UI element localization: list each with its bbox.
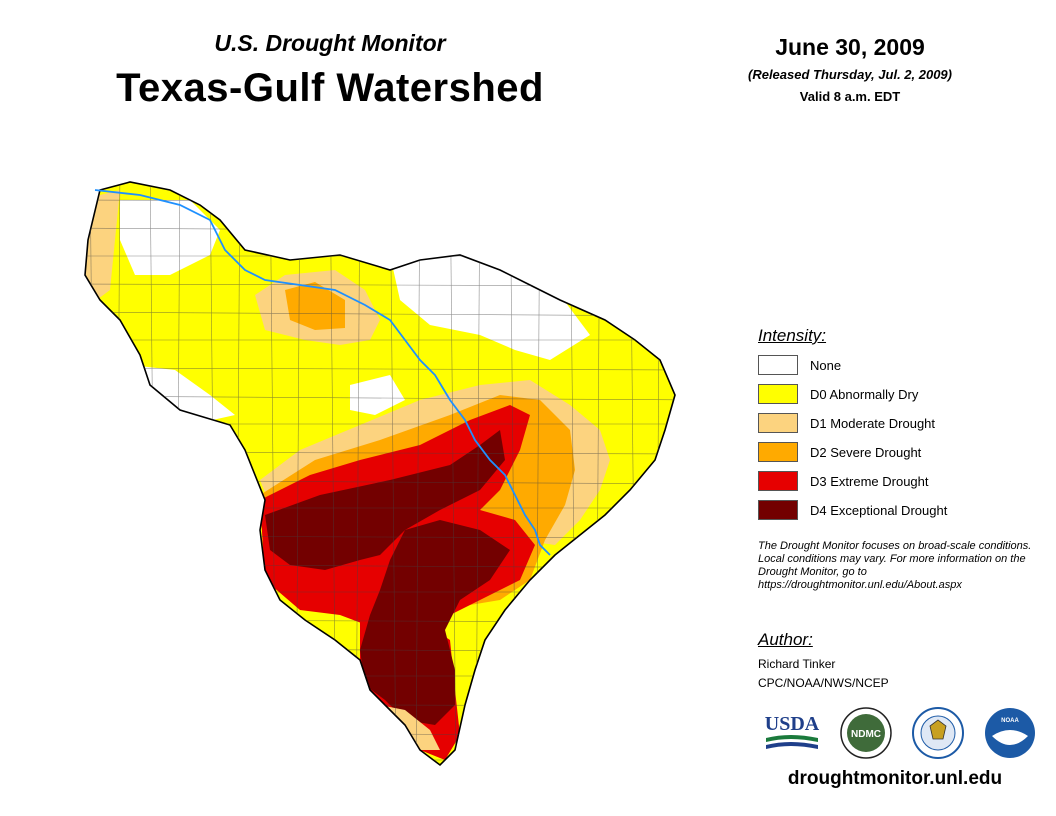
drought-monitor-note: The Drought Monitor focuses on broad-sca…	[758, 540, 1032, 591]
legend-swatch-d1	[758, 413, 798, 433]
county-line	[85, 367, 675, 371]
noaa-bird-icon	[992, 730, 1028, 745]
region-none-southwest	[130, 365, 235, 425]
map-title: Texas-Gulf Watershed	[116, 66, 544, 110]
author-title: Author:	[758, 630, 813, 649]
legend-label-d0: D0 Abnormally Dry	[810, 386, 919, 402]
basin-outline	[84, 181, 676, 767]
drought-map	[84, 160, 696, 780]
usda-wave-icon	[766, 742, 818, 749]
ndmc-logo: NDMC	[840, 707, 892, 759]
usda-wave-icon	[766, 735, 818, 742]
noaa-logo: NOAA	[985, 708, 1035, 758]
legend-title: Intensity:	[758, 326, 827, 345]
legend-label-d3: D3 Extreme Drought	[810, 473, 929, 489]
legend-swatch-d0	[758, 384, 798, 404]
eagle-icon	[929, 719, 947, 740]
commerce-logo	[912, 707, 964, 759]
county-line	[85, 731, 675, 737]
map-date: June 30, 2009	[775, 34, 925, 60]
usda-logo: USDA	[765, 713, 820, 749]
ndmc-seal-center-icon	[847, 714, 885, 752]
legend-swatch-none	[758, 355, 798, 375]
region-d2-north	[285, 282, 345, 330]
legend-item-d1: D1 Moderate Drought	[758, 412, 935, 434]
county-line	[85, 395, 675, 401]
footer-url[interactable]: droughtmonitor.unl.edu	[787, 768, 1003, 789]
legend-swatch-d4	[758, 500, 798, 520]
legend-label-none: None	[810, 357, 842, 373]
legend-item-d2: D2 Severe Drought	[758, 441, 921, 463]
author-organization: CPC/NOAA/NWS/NCEP	[758, 676, 889, 690]
legend-item-d0: D0 Abnormally Dry	[758, 383, 918, 405]
agency-logos: USDA NDMC NOAA	[765, 707, 1035, 759]
region-d4	[265, 430, 505, 570]
county-line	[655, 182, 661, 765]
legend-item-d3: D3 Extreme Drought	[758, 470, 929, 492]
usda-logo-text: USDA	[765, 713, 820, 735]
county-line	[415, 182, 421, 765]
legend-label-d4: D4 Exceptional Drought	[810, 502, 948, 518]
region-none-northeast	[390, 255, 590, 360]
legend-item-none: None	[758, 354, 841, 376]
river-line	[94, 189, 551, 556]
map-subtitle: U.S. Drought Monitor	[214, 30, 446, 56]
region-none-central	[350, 375, 405, 415]
county-line	[449, 182, 457, 765]
noaa-logo-text: NOAA	[1001, 718, 1019, 724]
ndmc-logo-text: NDMC	[851, 729, 881, 740]
county-line	[690, 160, 696, 780]
valid-time: Valid 8 a.m. EDT	[799, 89, 901, 104]
legend-swatch-d3	[758, 471, 798, 491]
county-line	[85, 703, 675, 707]
legend-label-d2: D2 Severe Drought	[810, 444, 922, 460]
region-d4-coast	[360, 520, 510, 725]
legend-item-d4: D4 Exceptional Drought	[758, 499, 947, 521]
author-name: Richard Tinker	[758, 657, 836, 671]
release-date: (Released Thursday, Jul. 2, 2009)	[748, 67, 952, 82]
legend-swatch-d2	[758, 442, 798, 462]
legend-label-d1: D1 Moderate Drought	[810, 415, 936, 431]
